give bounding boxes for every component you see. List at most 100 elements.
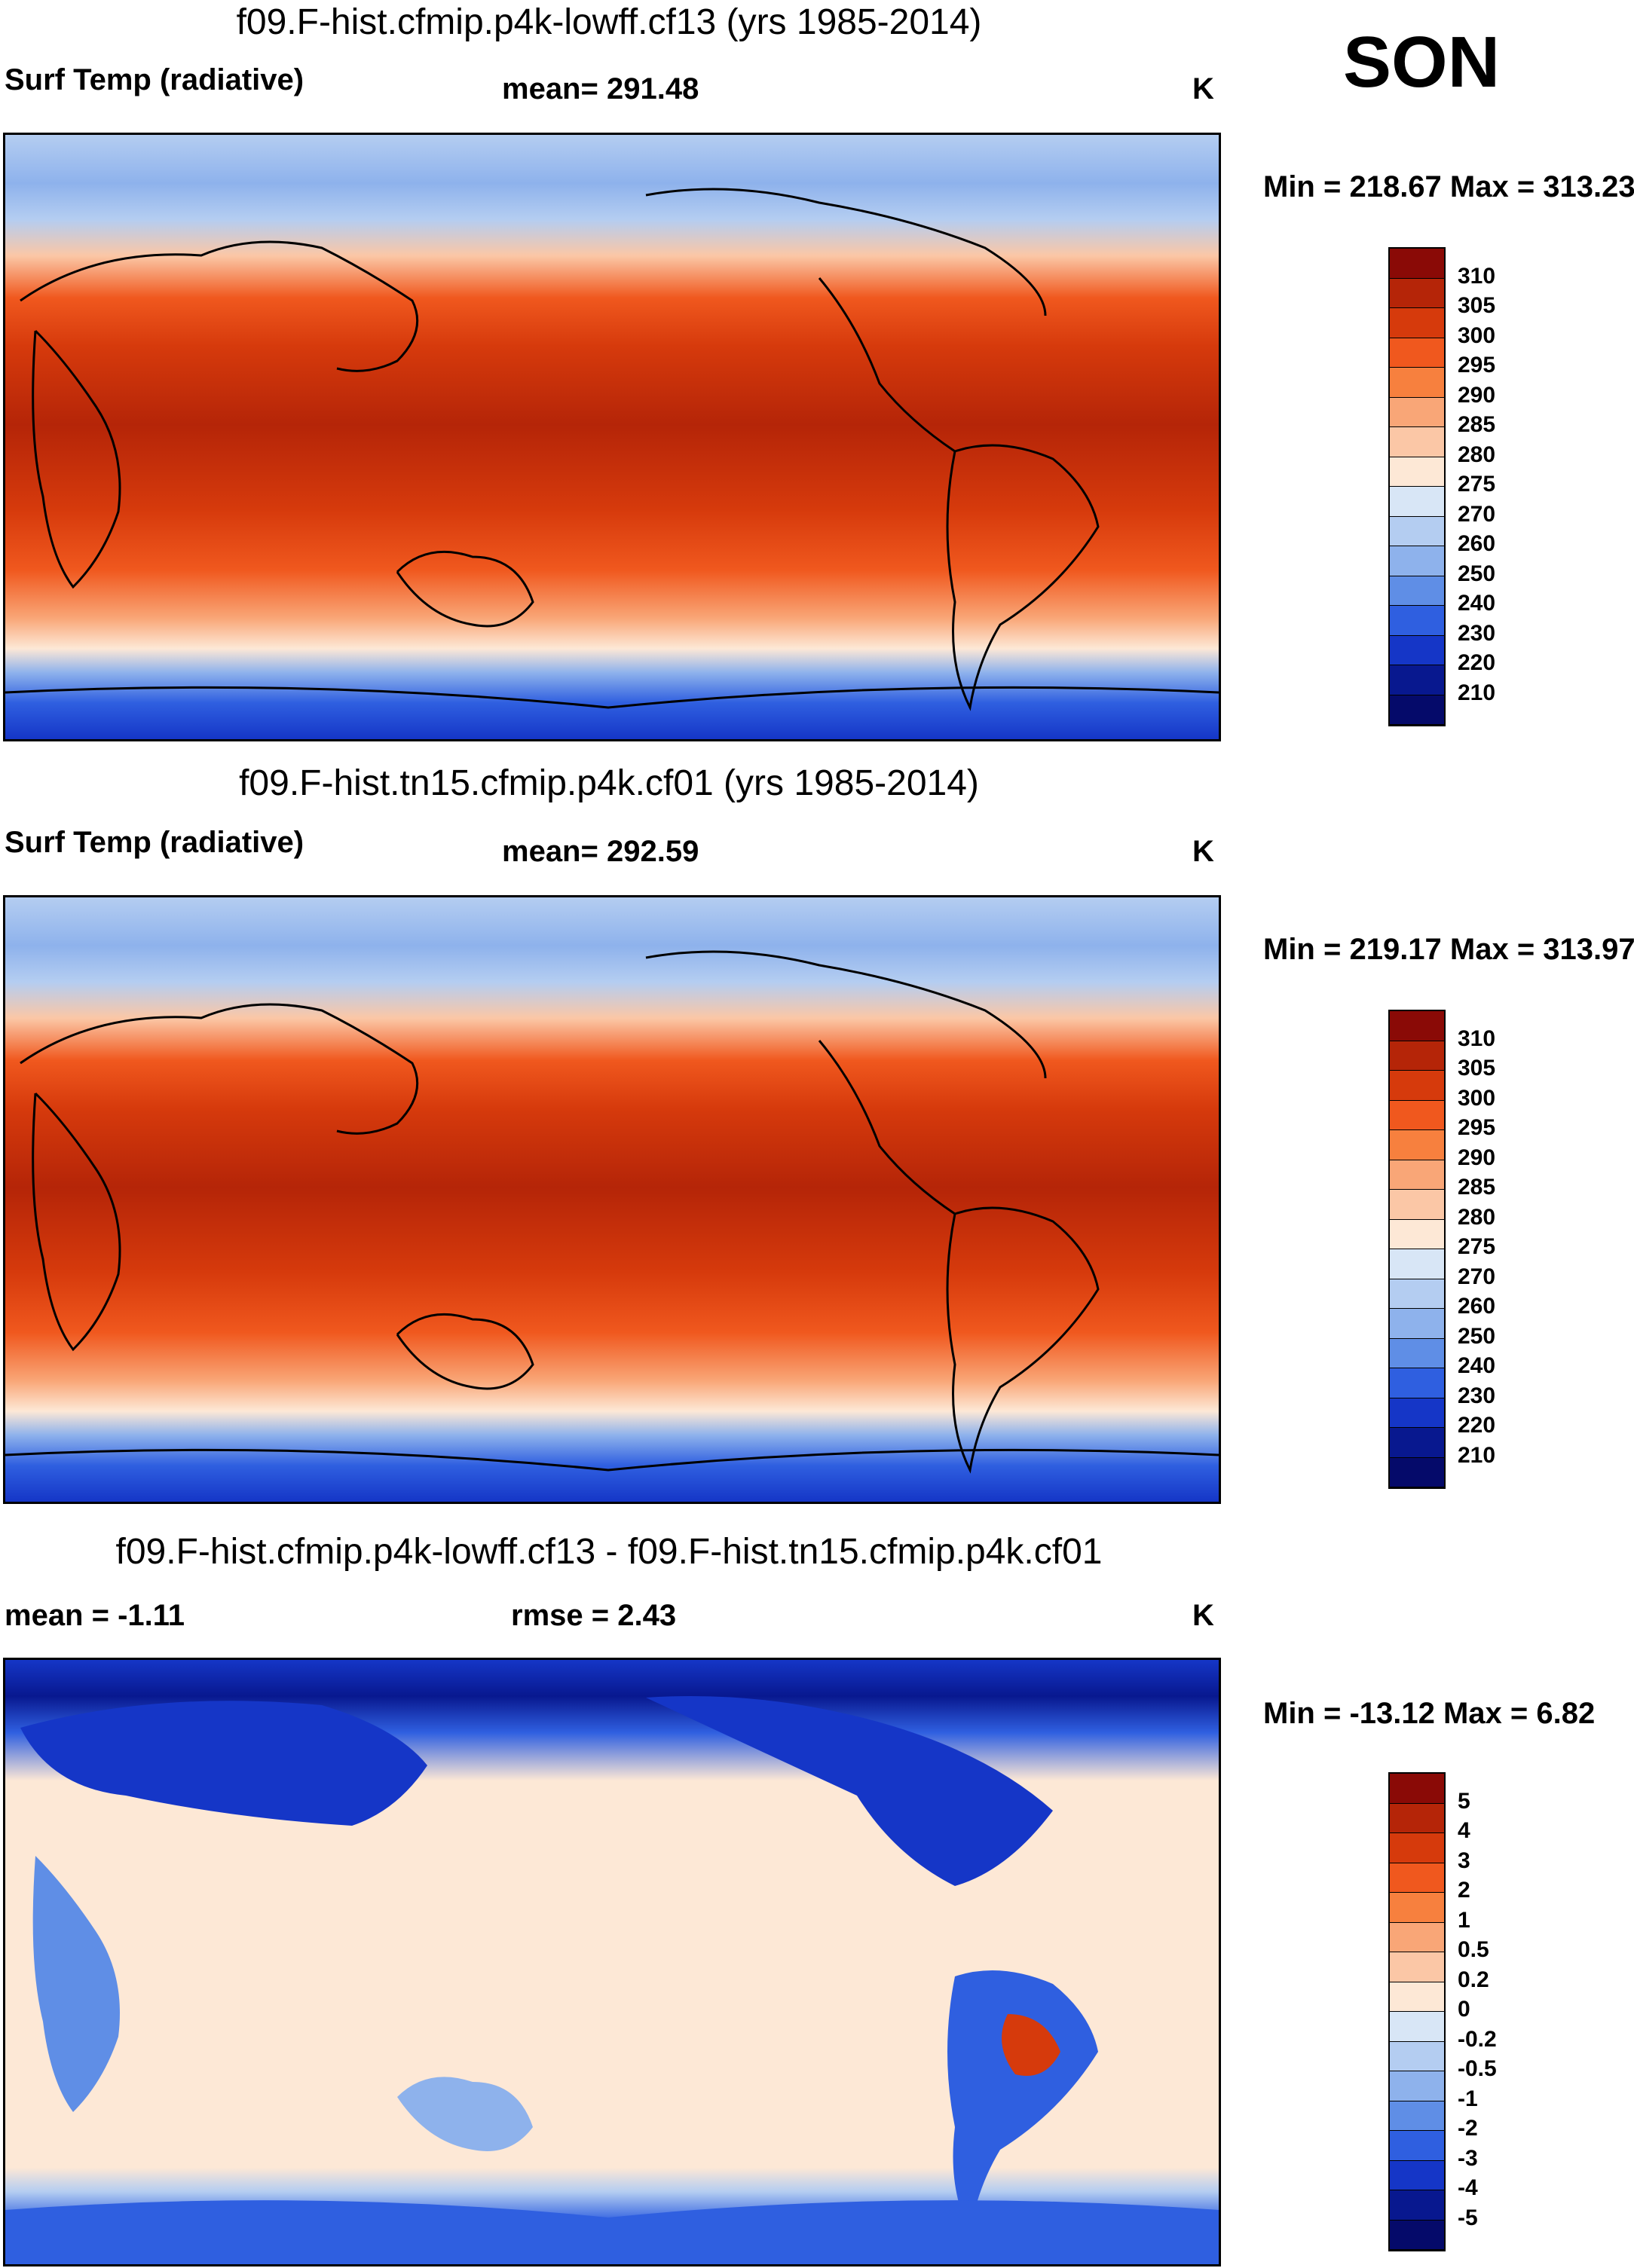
- colorbar-box: [1390, 2101, 1444, 2131]
- colorbar-tick-label: 295: [1458, 1115, 1496, 1140]
- colorbar-tick-label: 210: [1458, 680, 1496, 705]
- colorbar-box: [1390, 1833, 1444, 1863]
- colorbar-tick-label: -4: [1458, 2175, 1478, 2200]
- colorbar-box: [1390, 576, 1444, 606]
- panel2-map: [3, 895, 1221, 1504]
- colorbar-tick-label: 310: [1458, 263, 1496, 289]
- colorbar-box: [1390, 1100, 1444, 1130]
- panel2-minmax-label: Min = 219.17 Max = 313.97: [1263, 933, 1634, 966]
- colorbar-tick-label: 2: [1458, 1878, 1470, 1903]
- colorbar-tick-label: 285: [1458, 412, 1496, 437]
- colorbar-box: [1390, 487, 1444, 517]
- colorbar-tick-label: 280: [1458, 442, 1496, 467]
- panel1-title: f09.F-hist.cfmip.p4k-lowff.cf13 (yrs 198…: [236, 2, 982, 42]
- colorbar-tick-label: 260: [1458, 1294, 1496, 1319]
- panel2-title: f09.F-hist.tn15.cfmip.p4k.cf01 (yrs 1985…: [239, 763, 979, 803]
- colorbar-box: [1390, 2041, 1444, 2071]
- panel3-mean-label: mean = -1.11: [5, 1599, 185, 1632]
- colorbar-box: [1390, 1368, 1444, 1398]
- panel1-minmax-label: Min = 218.67 Max = 313.23: [1263, 170, 1634, 203]
- panel1-mean-label: mean= 291.48: [502, 72, 699, 105]
- panel3-map: [3, 1658, 1221, 2266]
- colorbar-tick-label: 250: [1458, 561, 1496, 586]
- colorbar-tick-label: 0.5: [1458, 1937, 1489, 1962]
- colorbar-tick-label: 270: [1458, 1264, 1496, 1289]
- colorbar-tick-label: 260: [1458, 531, 1496, 556]
- colorbar-box: [1390, 2160, 1444, 2190]
- colorbar-tick-label: 300: [1458, 322, 1496, 348]
- colorbar-box: [1390, 2131, 1444, 2161]
- colorbar-box: [1390, 1309, 1444, 1339]
- colorbar-box: [1390, 1041, 1444, 1071]
- panel1-coastlines: [5, 188, 1219, 711]
- colorbar-box: [1390, 2012, 1444, 2042]
- colorbar-box: [1390, 338, 1444, 368]
- colorbar-tick-label: 280: [1458, 1204, 1496, 1230]
- panel1-units-label: K: [1192, 72, 1214, 105]
- colorbar-tick-label: 230: [1458, 1383, 1496, 1408]
- colorbar-tick-label: 275: [1458, 472, 1496, 497]
- colorbar-tick-label: 285: [1458, 1175, 1496, 1200]
- colorbar-tick-label: 0: [1458, 1997, 1470, 2022]
- colorbar-box: [1390, 1428, 1444, 1458]
- panel3-rmse-label: rmse = 2.43: [511, 1599, 677, 1632]
- panel2-coastlines: [5, 950, 1219, 1474]
- colorbar-box: [1390, 1011, 1444, 1041]
- colorbar-box: [1390, 1457, 1444, 1487]
- colorbar-tick-label: -0.2: [1458, 2026, 1497, 2052]
- colorbar-box: [1390, 1219, 1444, 1249]
- colorbar-box: [1390, 457, 1444, 487]
- colorbar-tick-label: 220: [1458, 1413, 1496, 1438]
- panel3-colorbar: [1388, 1772, 1446, 2251]
- colorbar-tick-label: 290: [1458, 1145, 1496, 1170]
- colorbar-box: [1390, 635, 1444, 665]
- colorbar-tick-label: 295: [1458, 353, 1496, 377]
- panel1-variable-label: Surf Temp (radiative): [5, 63, 304, 96]
- colorbar-tick-label: 240: [1458, 1353, 1496, 1378]
- colorbar-box: [1390, 1190, 1444, 1220]
- colorbar-box: [1390, 1398, 1444, 1428]
- colorbar-box: [1390, 427, 1444, 457]
- panel1-map: [3, 133, 1221, 741]
- panel2-mean-label: mean= 292.59: [502, 835, 699, 868]
- colorbar-box: [1390, 1071, 1444, 1101]
- colorbar-tick-label: 270: [1458, 501, 1496, 527]
- colorbar-box: [1390, 695, 1444, 725]
- colorbar-tick-label: -2: [1458, 2116, 1478, 2141]
- colorbar-tick-label: 300: [1458, 1085, 1496, 1111]
- season-label: SON: [1343, 22, 1501, 102]
- colorbar-box: [1390, 2190, 1444, 2221]
- colorbar-box: [1390, 1893, 1444, 1923]
- colorbar-tick-label: 305: [1458, 1056, 1496, 1081]
- colorbar-box: [1390, 1338, 1444, 1368]
- colorbar-box: [1390, 1803, 1444, 1833]
- colorbar-box: [1390, 1279, 1444, 1309]
- panel2-units-label: K: [1192, 835, 1214, 868]
- colorbar-tick-label: 210: [1458, 1442, 1496, 1468]
- panel1-colorbar: [1388, 247, 1446, 726]
- colorbar-box: [1390, 1130, 1444, 1160]
- colorbar-box: [1390, 1774, 1444, 1804]
- colorbar-tick-label: 230: [1458, 620, 1496, 646]
- colorbar-box: [1390, 1863, 1444, 1893]
- colorbar-tick-label: 3: [1458, 1848, 1470, 1873]
- colorbar-box: [1390, 2071, 1444, 2101]
- colorbar-box: [1390, 278, 1444, 308]
- colorbar-tick-label: -5: [1458, 2205, 1478, 2230]
- colorbar-box: [1390, 516, 1444, 546]
- panel2-variable-label: Surf Temp (radiative): [5, 826, 304, 859]
- colorbar-box: [1390, 1249, 1444, 1279]
- colorbar-tick-label: 275: [1458, 1234, 1496, 1259]
- colorbar-box: [1390, 1952, 1444, 1982]
- colorbar-tick-label: 220: [1458, 650, 1496, 675]
- colorbar-box: [1390, 397, 1444, 427]
- panel3-minmax-label: Min = -13.12 Max = 6.82: [1263, 1697, 1596, 1730]
- colorbar-box: [1390, 665, 1444, 695]
- panel3-units-label: K: [1192, 1599, 1214, 1632]
- colorbar-tick-label: 4: [1458, 1818, 1470, 1843]
- colorbar-tick-label: 5: [1458, 1788, 1470, 1814]
- panel3-title: f09.F-hist.cfmip.p4k-lowff.cf13 - f09.F-…: [115, 1532, 1103, 1572]
- colorbar-box: [1390, 2220, 1444, 2250]
- colorbar-tick-label: 305: [1458, 293, 1496, 318]
- colorbar-tick-label: -0.5: [1458, 2056, 1497, 2081]
